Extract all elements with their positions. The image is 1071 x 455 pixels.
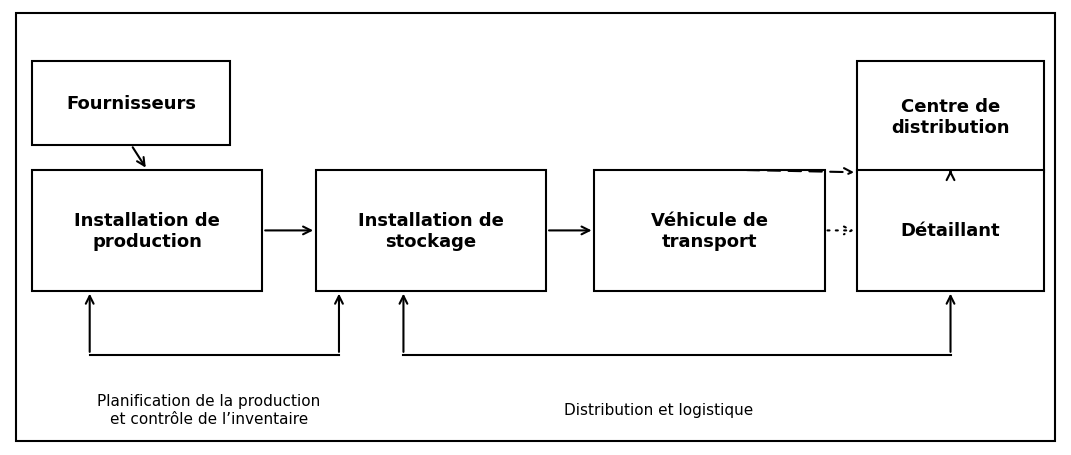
Bar: [32, 171, 262, 291]
Text: Véhicule de
transport: Véhicule de transport: [651, 212, 768, 250]
Text: Installation de
stockage: Installation de stockage: [358, 212, 504, 250]
Text: Fournisseurs: Fournisseurs: [66, 95, 196, 112]
Bar: [32, 61, 230, 146]
Text: Centre de
distribution: Centre de distribution: [891, 98, 1010, 136]
Text: Installation de
production: Installation de production: [74, 212, 221, 250]
Text: Distribution et logistique: Distribution et logistique: [564, 402, 753, 417]
Bar: [316, 171, 546, 291]
Bar: [857, 171, 1044, 291]
Bar: [594, 171, 825, 291]
Bar: [857, 61, 1044, 173]
Text: Planification de la production
et contrôle de l’inventaire: Planification de la production et contrô…: [97, 393, 320, 426]
Text: Détaillant: Détaillant: [901, 222, 1000, 240]
